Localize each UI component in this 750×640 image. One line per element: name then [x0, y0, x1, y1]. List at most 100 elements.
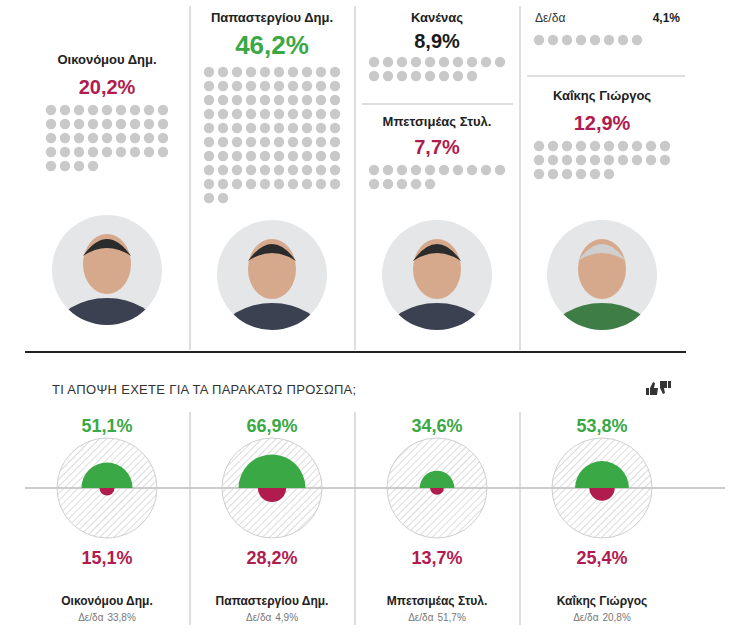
dot	[116, 147, 126, 157]
negative-label: 28,2%	[246, 548, 297, 568]
opinion-panel	[387, 438, 487, 538]
dot	[481, 165, 491, 175]
dot	[74, 133, 84, 143]
dot-group	[369, 57, 505, 81]
full-scale-circle	[57, 438, 157, 538]
dot	[88, 161, 98, 171]
positive-label: 34,6%	[411, 416, 462, 436]
dot	[246, 81, 256, 91]
dot	[274, 123, 284, 133]
dot	[369, 165, 379, 175]
dot	[548, 35, 558, 45]
dot	[204, 137, 214, 147]
dot	[330, 81, 340, 91]
dkna-name: Δε/δα	[246, 612, 271, 623]
dkna-label: Δε/δα4,9%	[246, 612, 298, 623]
dot	[260, 179, 270, 189]
dot	[158, 119, 168, 129]
dot	[130, 119, 140, 129]
negative-semicircle	[258, 488, 286, 502]
negative-label: 25,4%	[576, 548, 627, 568]
dot	[632, 155, 642, 165]
dot	[88, 133, 98, 143]
dot	[425, 179, 435, 189]
dot	[130, 133, 140, 143]
dot	[218, 165, 228, 175]
dot	[330, 137, 340, 147]
dot	[204, 67, 214, 77]
dot-group	[204, 67, 340, 203]
category-label: Οικονόμου Δημ.	[61, 594, 152, 608]
dot	[316, 137, 326, 147]
dot	[330, 67, 340, 77]
dot	[288, 95, 298, 105]
dot	[88, 105, 98, 115]
dot	[260, 67, 270, 77]
dot	[548, 155, 558, 165]
positive-semicircle	[239, 455, 306, 488]
dot-group	[46, 105, 168, 171]
dot	[302, 151, 312, 161]
thumb-up	[650, 382, 658, 395]
section-title: ΤΙ ΑΠΟΨΗ ΕΧΕΤΕ ΓΙΑ ΤΑ ΠΑΡΑΚΑΤΩ ΠΡΟΣΩΠΑ;	[52, 382, 357, 397]
dot	[274, 137, 284, 147]
dot	[576, 35, 586, 45]
dot	[383, 179, 393, 189]
dot	[604, 169, 614, 179]
portrait	[50, 213, 164, 362]
dot	[260, 123, 270, 133]
dot	[232, 123, 242, 133]
dot	[302, 81, 312, 91]
dot	[218, 81, 228, 91]
dkna-name: Δε/δα	[408, 612, 433, 623]
negative-semicircle	[589, 488, 614, 501]
dot	[302, 67, 312, 77]
thumb-down-cuff	[668, 381, 671, 388]
dot	[495, 165, 505, 175]
category-label: Κανένας	[411, 10, 463, 25]
portrait-hair	[578, 244, 626, 261]
dot	[632, 35, 642, 45]
column-separator	[190, 6, 191, 350]
portrait-inner	[51, 214, 163, 362]
dot	[316, 123, 326, 133]
dot	[246, 165, 256, 175]
portrait-hair	[248, 244, 296, 261]
dot	[60, 161, 70, 171]
opinion-panel	[552, 438, 652, 538]
dot	[144, 105, 154, 115]
dot	[330, 165, 340, 175]
dot	[274, 81, 284, 91]
dot	[88, 119, 98, 129]
portrait-hair	[413, 244, 461, 261]
dot	[116, 119, 126, 129]
column-separator	[190, 412, 191, 625]
portrait-head	[83, 234, 131, 294]
dot	[46, 105, 56, 115]
dot	[232, 81, 242, 91]
dot	[397, 165, 407, 175]
positive-semicircle	[81, 462, 132, 488]
dot	[316, 151, 326, 161]
dot	[316, 165, 326, 175]
dot	[316, 81, 326, 91]
dot	[218, 95, 228, 105]
dot	[316, 179, 326, 189]
dot	[274, 179, 284, 189]
opinion-panel	[57, 438, 157, 538]
dot	[288, 165, 298, 175]
dot	[246, 151, 256, 161]
dot	[302, 123, 312, 133]
value-label: 7,7%	[414, 136, 460, 158]
dot	[646, 155, 656, 165]
dot	[397, 57, 407, 67]
dot	[274, 95, 284, 105]
dot	[288, 179, 298, 189]
dot	[74, 105, 84, 115]
column-separator	[355, 6, 356, 350]
dot	[425, 71, 435, 81]
label-layer: Οικονόμου Δημ.20,2%Παπαστεργίου Δημ.46,2…	[57, 10, 680, 158]
dot	[548, 169, 558, 179]
dot	[302, 137, 312, 147]
dot	[288, 151, 298, 161]
